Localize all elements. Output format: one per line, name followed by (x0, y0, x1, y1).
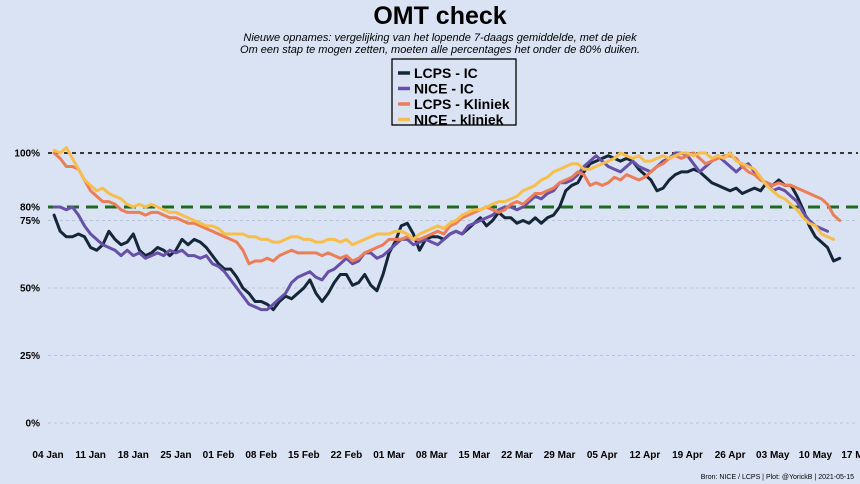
chart-subtitle-line-2: Om een stap te mogen zetten, moeten alle… (240, 44, 640, 56)
y-axis-ticks: 0% 25% 50% 75% 80% 100% (14, 149, 40, 430)
x-tick-label: 01 Feb (203, 450, 235, 461)
y-tick-label: 100% (14, 149, 40, 160)
x-tick-label: 26 Apr (715, 450, 746, 461)
x-axis-ticks: 04 Jan 11 Jan 18 Jan 25 Jan 01 Feb 08 Feb 15 F… (32, 450, 860, 461)
x-tick-label: 15 Feb (288, 450, 320, 461)
series-lines (52, 146, 842, 312)
x-tick-label: 29 Mar (544, 450, 576, 461)
legend-label: LCPS - IC (414, 65, 478, 81)
legend-label: NICE - IC (414, 81, 474, 97)
y-tick-label: 25% (20, 351, 40, 362)
x-tick-label: 10 May (799, 450, 833, 461)
x-tick-label: 25 Jan (160, 450, 191, 461)
x-tick-label: 08 Feb (245, 450, 277, 461)
x-tick-label: 22 Feb (331, 450, 363, 461)
legend-box (391, 58, 517, 126)
x-tick-label: 04 Jan (32, 450, 63, 461)
x-tick-label: 08 Mar (416, 450, 448, 461)
series-line-2 (52, 151, 842, 266)
x-tick-label: 05 Apr (587, 450, 618, 461)
y-tick-label: 75% (20, 216, 40, 227)
x-tick-label: 17 May (841, 450, 860, 461)
chart-title: OMT check (373, 2, 506, 30)
x-tick-label: 11 Jan (75, 450, 106, 461)
legend-label: LCPS - Kliniek (414, 96, 510, 112)
x-tick-label: 19 Apr (672, 450, 703, 461)
y-tick-label: 80% (20, 203, 40, 214)
x-tick-label: 03 May (756, 450, 790, 461)
x-tick-label: 18 Jan (118, 450, 149, 461)
x-tick-label: 22 Mar (501, 450, 533, 461)
source-credit: Bron: NICE / LCPS | Plot: @YorickB | 202… (701, 474, 854, 481)
series-line-1 (52, 151, 829, 312)
chart-subtitle-line-1: Nieuwe opnames: vergelijking van het lop… (243, 32, 637, 44)
legend-label: NICE - kliniek (414, 112, 504, 128)
x-tick-label: 12 Apr (629, 450, 660, 461)
y-tick-label: 50% (20, 284, 40, 295)
x-tick-label: 01 Mar (373, 450, 405, 461)
reference-lines (48, 152, 858, 209)
series-line-3 (52, 146, 836, 247)
y-tick-label: 0% (26, 419, 41, 430)
x-tick-label: 15 Mar (458, 450, 490, 461)
